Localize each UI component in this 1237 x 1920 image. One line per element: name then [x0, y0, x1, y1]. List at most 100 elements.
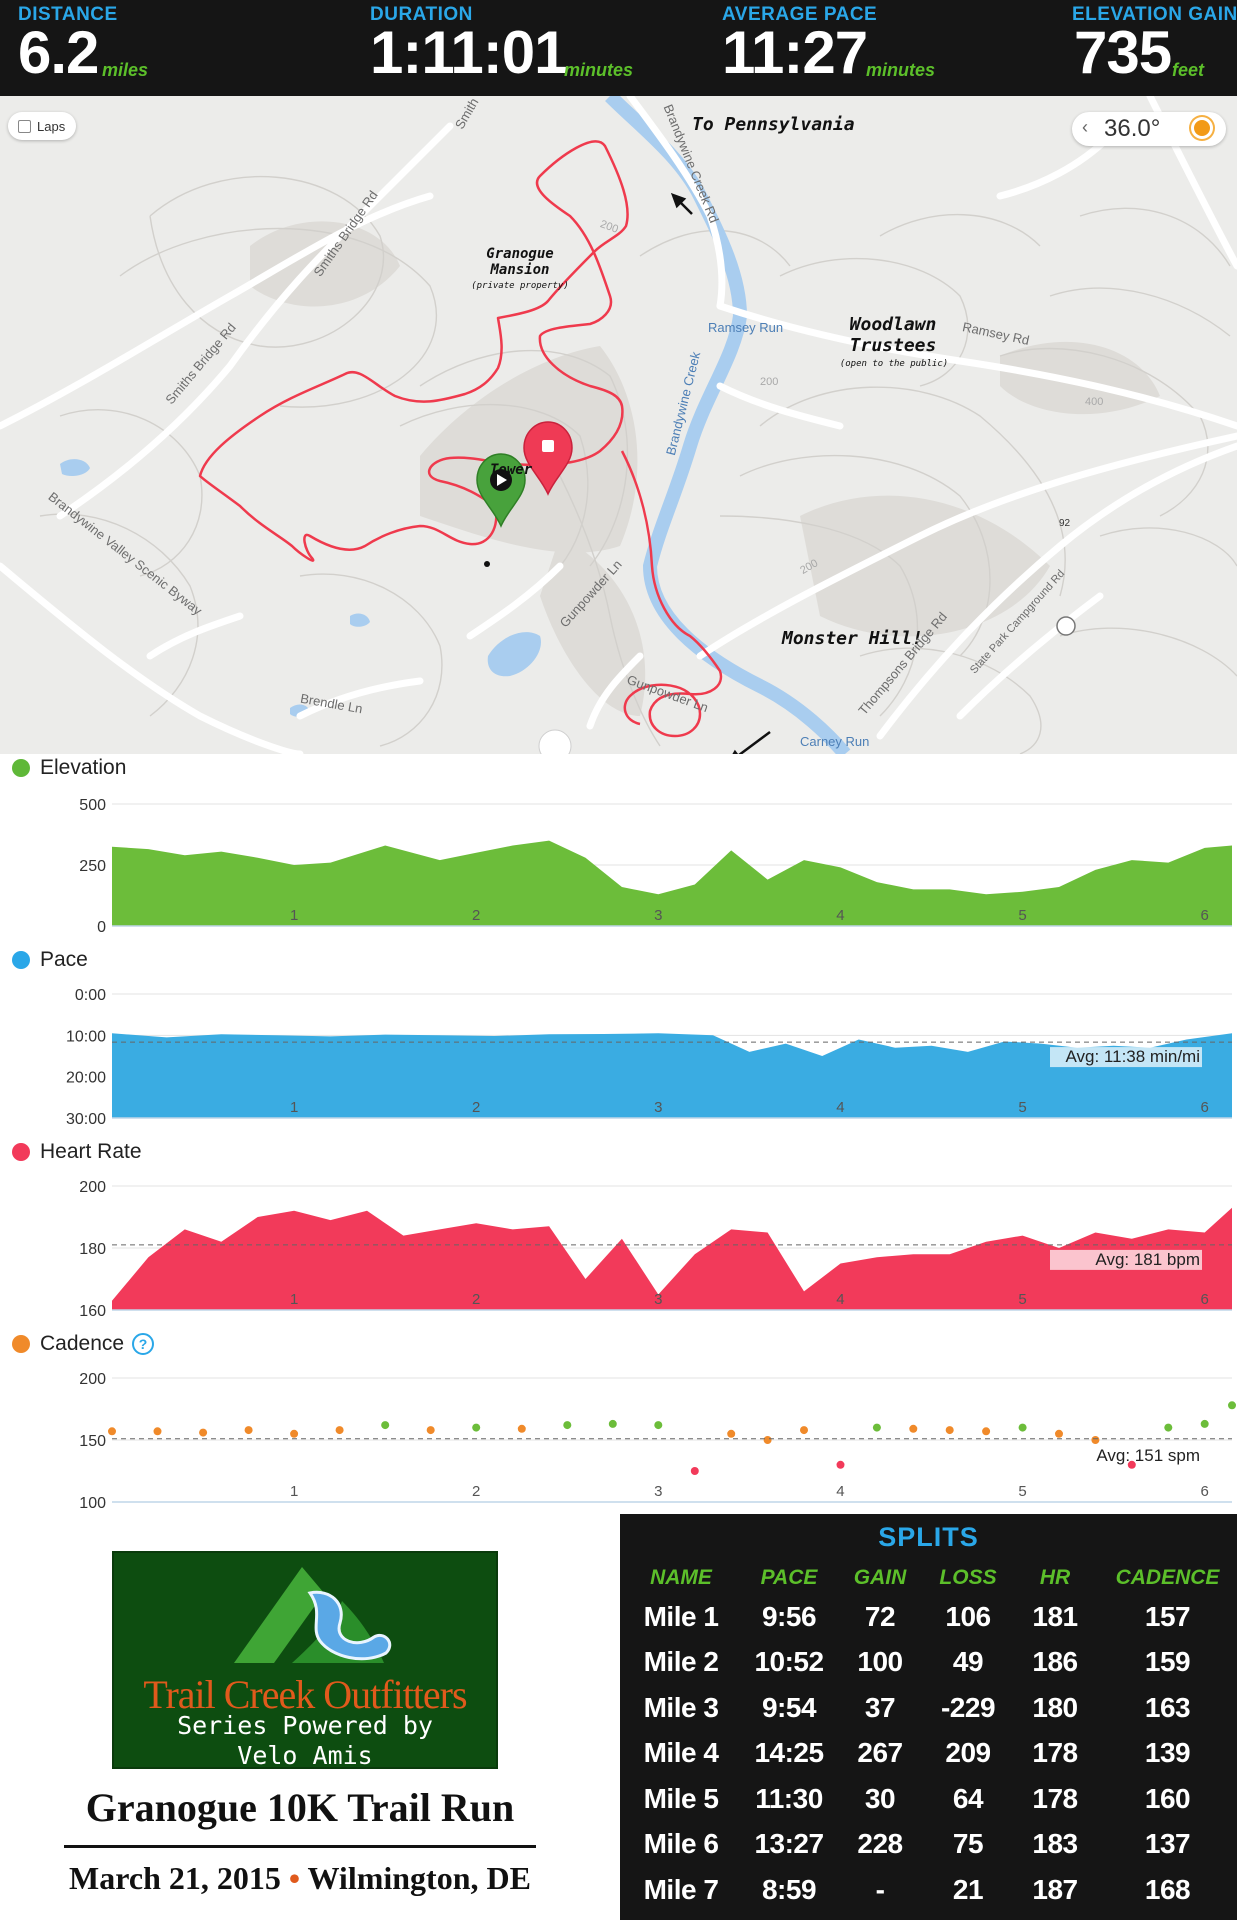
route-map[interactable]: Laps ‹ 36.0° To Pennsylvania Granogue Ma…: [0, 96, 1237, 754]
road-label: Carney Run: [800, 734, 870, 749]
help-icon[interactable]: ?: [132, 1333, 155, 1355]
route-number: 92: [1059, 518, 1071, 529]
split-pace: 11:30: [755, 1782, 823, 1814]
start-pin-icon[interactable]: [476, 453, 526, 528]
chart-title-text: Heart Rate: [40, 1140, 142, 1163]
data-point: [690, 1467, 699, 1475]
stat-value: 11:27: [722, 19, 868, 86]
chevron-left-icon[interactable]: ‹: [1082, 117, 1088, 137]
stat-unit: minutes: [564, 60, 634, 80]
splits-title: SPLITS: [878, 1522, 979, 1552]
laps-toggle[interactable]: Laps: [8, 112, 76, 140]
separator-dot: •: [288, 1860, 301, 1896]
header-pace: PACE: [760, 1566, 818, 1589]
y-tick-label: 160: [79, 1303, 106, 1320]
split-loss: 75: [952, 1828, 984, 1860]
split-gain: 30: [864, 1782, 896, 1814]
stat-label: ELEVATION GAIN: [1072, 4, 1237, 25]
table-row: Mile 5 11:30 30 64 178 160: [620, 1776, 1237, 1822]
split-loss: 64: [952, 1782, 984, 1814]
split-pace: 9:56: [761, 1600, 817, 1632]
split-cadence: 139: [1144, 1737, 1191, 1769]
splits-panel: SPLITS NAME PACE GAIN LOSS HR CADENCE Mi…: [620, 1514, 1237, 1920]
data-point: [608, 1419, 617, 1428]
split-name: Mile 4: [643, 1737, 719, 1769]
charts-canvas[interactable]: 0 250 500 1 2 3 4 5 6 0:00 10:00 20:00 30:00 Avg: 11:…: [0, 754, 1237, 1514]
stats-bar: DISTANCE 6.2 miles DURATION 1:11:01 minu…: [0, 0, 1237, 96]
stat-average-pace: AVERAGE PACE 11:27 minutes: [722, 0, 1022, 96]
elevation-chart-title: Elevation: [12, 756, 126, 780]
y-tick-label: 500: [79, 797, 106, 814]
header-hr: HR: [1039, 1566, 1071, 1589]
x-tick-label: 4: [836, 1291, 844, 1308]
split-hr: 180: [1032, 1691, 1078, 1723]
split-pace: 8:59: [761, 1873, 817, 1905]
table-row: Mile 2 10:52 100 49 186 159: [620, 1640, 1237, 1686]
data-point: [472, 1423, 481, 1432]
stat-value: 735: [1074, 19, 1172, 86]
annotation-monster-hill: Monster Hill!: [782, 628, 923, 649]
event-date: March 21, 2015: [69, 1860, 281, 1896]
laps-checkbox-icon[interactable]: [18, 119, 31, 133]
header-cadence: CADENCE: [1115, 1566, 1220, 1589]
split-cadence: 168: [1144, 1873, 1191, 1905]
annotation-granogue-note: (private property): [471, 281, 569, 291]
split-gain: 100: [857, 1646, 903, 1678]
y-tick-label: 200: [79, 1179, 106, 1196]
split-gain: 37: [864, 1691, 896, 1723]
series-area: [112, 840, 1232, 926]
split-name: Mile 2: [643, 1646, 719, 1678]
split-cadence: 159: [1144, 1646, 1191, 1678]
data-point: [517, 1424, 526, 1433]
x-tick-label: 5: [1018, 1291, 1026, 1308]
x-tick-label: 3: [654, 907, 662, 924]
split-name: Mile 7: [643, 1873, 719, 1905]
map-drag-handle-icon[interactable]: [538, 729, 572, 754]
weather-badge[interactable]: ‹ 36.0°: [1072, 112, 1226, 146]
legend-dot-icon: [12, 1335, 30, 1353]
y-tick-label: 20:00: [66, 1070, 106, 1087]
split-gain: 267: [857, 1737, 903, 1769]
pond-icon: [60, 459, 90, 476]
x-tick-label: 6: [1201, 1483, 1209, 1500]
stat-label: DURATION: [370, 4, 473, 25]
split-loss: -229: [940, 1691, 996, 1723]
y-tick-label: 10:00: [66, 1028, 106, 1045]
x-tick-label: 3: [654, 1291, 662, 1308]
split-gain: 228: [857, 1828, 903, 1860]
table-row: Mile 3 9:54 37 -229 180 163: [620, 1685, 1237, 1731]
finish-pin-icon[interactable]: [523, 421, 573, 496]
average-label: Avg: 151 spm: [1096, 1446, 1200, 1465]
data-point: [108, 1427, 116, 1436]
x-tick-label: 6: [1201, 1099, 1209, 1116]
logo-line1: Series Powered by: [177, 1711, 433, 1740]
data-point: [727, 1429, 736, 1438]
data-point: [872, 1423, 881, 1432]
y-tick-label: 150: [79, 1433, 106, 1450]
header-loss: LOSS: [939, 1566, 997, 1589]
x-tick-label: 4: [836, 1483, 844, 1500]
pond-icon: [350, 613, 370, 627]
annotation-arrows: [670, 192, 771, 754]
split-name: Mile 6: [643, 1828, 719, 1860]
stat-unit: miles: [102, 60, 149, 80]
data-point: [1127, 1460, 1136, 1469]
split-hr: 178: [1032, 1782, 1078, 1814]
stat-label: AVERAGE PACE: [722, 4, 878, 25]
x-tick-label: 3: [654, 1099, 662, 1116]
split-gain: -: [875, 1873, 885, 1905]
x-tick-label: 2: [472, 1291, 480, 1308]
route-track: [198, 140, 629, 562]
splits-table: NAME PACE GAIN LOSS HR CADENCE Mile 1 9:…: [620, 1562, 1237, 1913]
series-area: [112, 1207, 1232, 1310]
data-point: [909, 1424, 918, 1433]
x-tick-label: 2: [472, 907, 480, 924]
x-tick-label: 5: [1018, 907, 1026, 924]
average-label: Avg: 181 bpm: [1095, 1250, 1200, 1269]
table-row: Mile 6 13:27 228 75 183 137: [620, 1822, 1237, 1868]
heart-rate-chart-title: Heart Rate: [12, 1140, 142, 1164]
series-area: [112, 1033, 1232, 1118]
data-point: [426, 1426, 435, 1435]
data-point: [763, 1436, 772, 1444]
stat-elevation-gain: ELEVATION GAIN 735 feet: [1072, 0, 1237, 96]
